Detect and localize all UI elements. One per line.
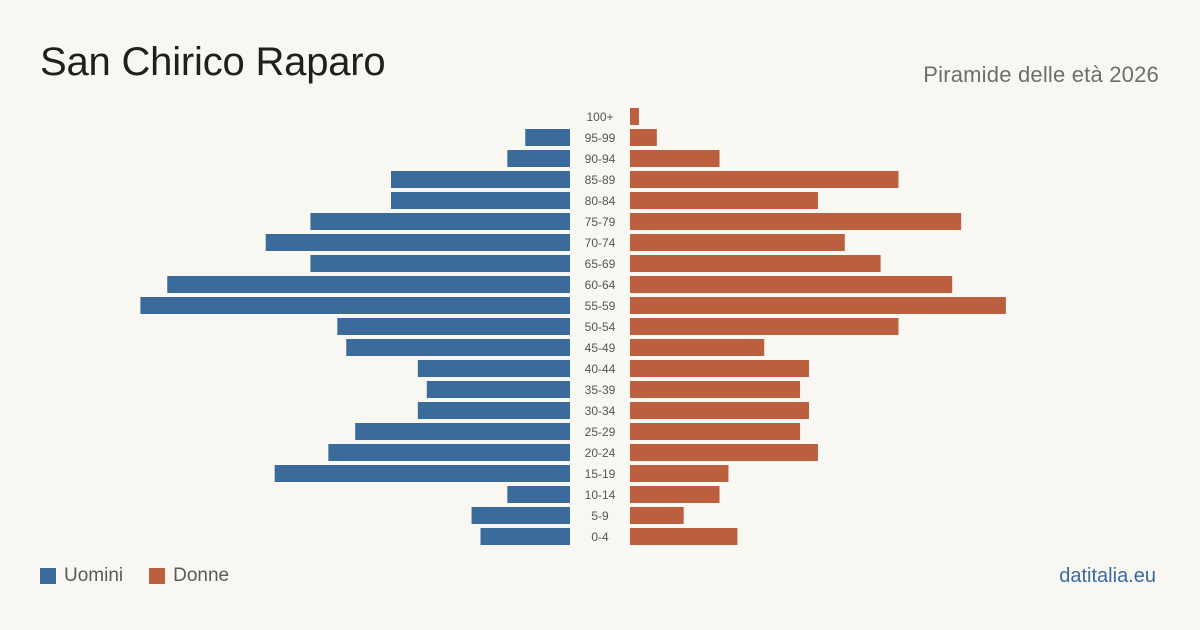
bar-women-35-39 (630, 381, 801, 398)
bar-women-30-34 (630, 402, 809, 419)
age-label-65-69: 65-69 (585, 257, 616, 271)
age-label-60-64: 60-64 (585, 278, 616, 292)
bar-men-25-29 (355, 423, 570, 440)
age-label-50-54: 50-54 (585, 320, 616, 334)
bar-women-90-94 (630, 150, 720, 167)
age-label-5-9: 5-9 (591, 509, 609, 523)
chart-title: San Chirico Raparo (40, 40, 386, 84)
age-label-100plus: 100+ (586, 110, 613, 124)
bar-women-75-79 (630, 213, 962, 230)
brand-link[interactable]: datitalia.eu (1059, 565, 1156, 587)
bar-women-95-99 (630, 129, 657, 146)
bar-men-0-4 (480, 528, 570, 545)
legend-swatch-women (149, 568, 166, 584)
age-label-30-34: 30-34 (585, 404, 616, 418)
bar-men-45-49 (346, 339, 570, 356)
bar-men-5-9 (471, 507, 570, 524)
bar-men-85-89 (391, 171, 570, 188)
bar-men-10-14 (507, 486, 570, 503)
age-label-15-19: 15-19 (585, 467, 616, 481)
legend-label-women: Donne (173, 565, 230, 586)
bar-men-90-94 (507, 150, 570, 167)
age-label-75-79: 75-79 (585, 215, 616, 229)
bar-men-75-79 (310, 213, 570, 230)
bar-women-25-29 (630, 423, 801, 440)
bar-women-0-4 (630, 528, 738, 545)
bar-women-55-59 (630, 297, 1006, 314)
legend-item-men: Uomini (40, 565, 123, 587)
age-label-45-49: 45-49 (585, 341, 616, 355)
bar-men-35-39 (426, 381, 570, 398)
age-label-70-74: 70-74 (585, 236, 616, 250)
bar-men-20-24 (328, 444, 570, 461)
age-label-95-99: 95-99 (585, 131, 616, 145)
bar-women-45-49 (630, 339, 765, 356)
bar-women-70-74 (630, 234, 845, 251)
bar-men-55-59 (140, 297, 570, 314)
age-label-90-94: 90-94 (585, 152, 616, 166)
bar-women-10-14 (630, 486, 720, 503)
bar-women-5-9 (630, 507, 684, 524)
bar-women-20-24 (630, 444, 818, 461)
age-label-35-39: 35-39 (585, 383, 616, 397)
legend: Uomini Donne (40, 565, 255, 587)
population-pyramid-chart: 100+ 95-99 90-94 85-89 80-84 75-79 70-74 65-69 6… (140, 108, 1006, 545)
bar-men-80-84 (391, 192, 570, 209)
age-label-25-29: 25-29 (585, 425, 616, 439)
bar-men-60-64 (167, 276, 570, 293)
age-label-20-24: 20-24 (585, 446, 616, 460)
age-label-85-89: 85-89 (585, 173, 616, 187)
bar-women-60-64 (630, 276, 953, 293)
bar-women-100plus (630, 108, 639, 125)
bar-men-30-34 (417, 402, 570, 419)
chart-subtitle: Piramide delle età 2026 (923, 62, 1159, 87)
bar-men-40-44 (417, 360, 570, 377)
bar-women-65-69 (630, 255, 881, 272)
legend-label-men: Uomini (64, 565, 124, 586)
bar-women-80-84 (630, 192, 818, 209)
age-label-0-4: 0-4 (591, 530, 609, 544)
bar-men-50-54 (337, 318, 570, 335)
legend-swatch-men (40, 568, 56, 584)
age-label-80-84: 80-84 (585, 194, 616, 208)
bar-women-15-19 (630, 465, 729, 482)
age-label-40-44: 40-44 (585, 362, 616, 376)
age-label-55-59: 55-59 (585, 299, 616, 313)
bar-men-65-69 (310, 255, 570, 272)
bar-men-95-99 (525, 129, 570, 146)
bar-women-50-54 (630, 318, 899, 335)
legend-item-women: Donne (149, 565, 229, 587)
bar-women-85-89 (630, 171, 899, 188)
bar-men-15-19 (274, 465, 570, 482)
age-label-10-14: 10-14 (585, 488, 616, 502)
bar-women-40-44 (630, 360, 809, 377)
bar-men-70-74 (265, 234, 570, 251)
